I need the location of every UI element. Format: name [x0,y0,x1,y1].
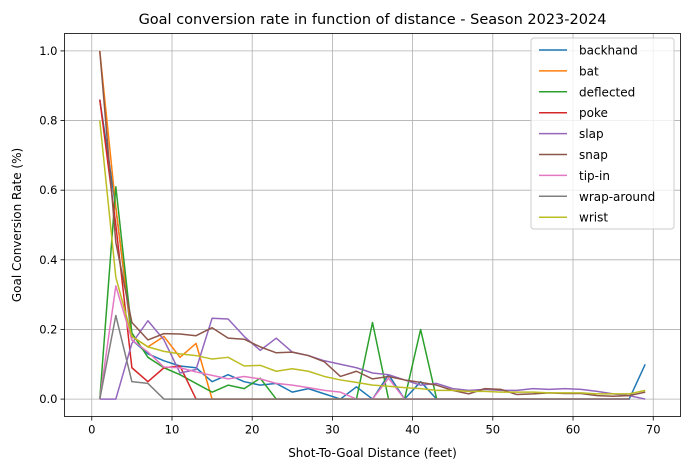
series-line-wrist [99,120,646,395]
x-tick-label: 30 [325,423,340,437]
x-axis-label: Shot-To-Goal Distance (feet) [288,446,457,460]
x-tick-label: 0 [88,423,95,437]
legend-label-poke: poke [579,106,608,120]
x-tick-label: 70 [646,423,661,437]
chart-title: Goal conversion rate in function of dist… [139,12,607,28]
y-tick-label: 0.2 [39,322,57,336]
y-tick-label: 1.0 [39,44,57,58]
legend-label-tip-in: tip-in [579,169,610,183]
y-tick-label: 0.6 [39,183,57,197]
y-tick-label: 0.4 [39,253,57,267]
y-axis-label: Goal Conversion Rate (%) [10,148,24,302]
x-tick-label: 60 [566,423,581,437]
legend-label-slap: slap [579,127,604,141]
y-tick-label: 0.0 [39,392,57,406]
x-tick-label: 40 [405,423,420,437]
x-tick-label: 20 [245,423,260,437]
legend-label-deflected: deflected [579,85,635,99]
legend: backhand bat deflected poke slap snap tip-in wr… [530,37,675,230]
legend-label-backhand: backhand [579,44,638,58]
legend-label-bat: bat [579,64,599,78]
series-line-wrap-around [99,314,630,400]
x-tick-label: 10 [165,423,180,437]
axis-ticks: 0 10 20 30 40 50 60 70 0.0 0.2 0.4 0.6 0.8 1.0 [39,44,660,437]
legend-label-wrap-around: wrap-around [579,190,655,204]
legend-label-wrist: wrist [579,211,608,225]
legend-box [530,37,675,230]
plot-frame [64,33,681,417]
series-lines [99,50,646,400]
x-tick-label: 50 [485,423,500,437]
y-tick-label: 0.8 [39,114,57,128]
legend-label-snap: snap [579,148,608,162]
